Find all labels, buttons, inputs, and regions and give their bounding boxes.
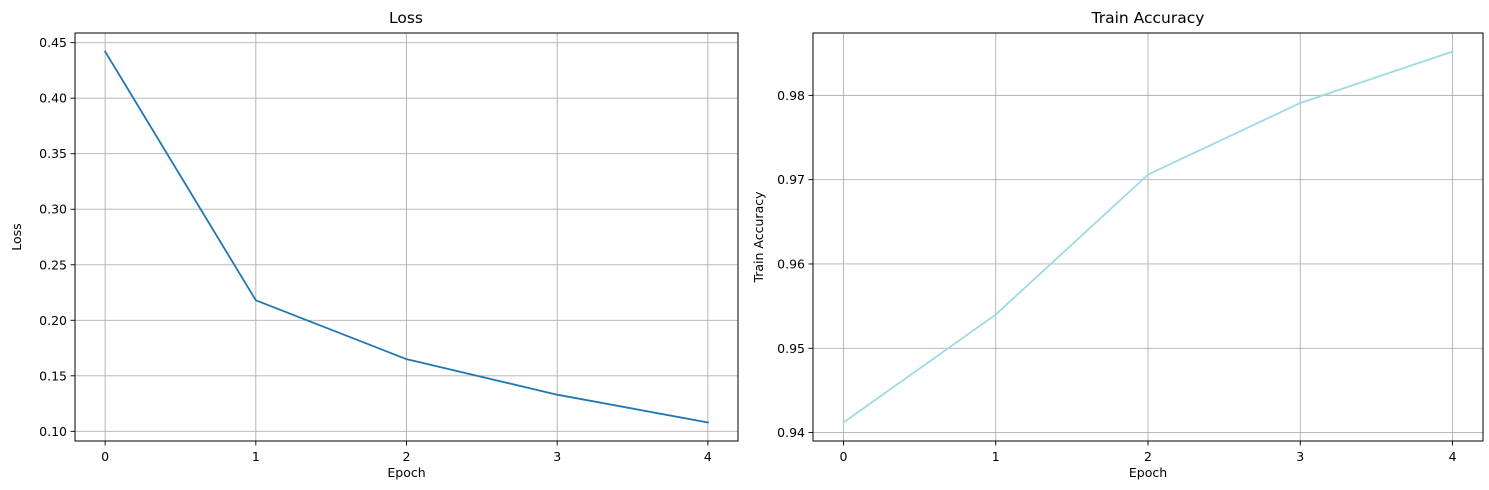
- y-axis-label: Train Accuracy: [751, 191, 766, 284]
- y-tick-label: 0.30: [39, 202, 67, 217]
- x-tick-label: 1: [992, 449, 1000, 464]
- y-tick-label: 0.97: [777, 172, 805, 187]
- x-tick-label: 4: [704, 449, 712, 464]
- chart-title: Loss: [389, 9, 423, 27]
- y-tick-label: 0.95: [777, 341, 805, 356]
- y-tick-label: 0.96: [777, 256, 805, 271]
- y-tick-label: 0.40: [39, 91, 67, 106]
- y-tick-label: 0.35: [39, 146, 67, 161]
- y-tick-label: 0.25: [39, 257, 67, 272]
- y-tick-label: 0.20: [39, 313, 67, 328]
- loss-chart-panel: 0 1 2 3 4 0.10 0.15 0.20 0.25 0.30 0.35 0.40 0.45 Los…: [9, 9, 739, 480]
- y-tick-label: 0.94: [777, 425, 805, 440]
- x-tick-label: 0: [101, 449, 109, 464]
- y-tick-label: 0.45: [39, 35, 67, 50]
- accuracy-series-line: [842, 50, 1454, 424]
- y-tick-label: 0.15: [39, 368, 67, 383]
- axes-frame: [74, 32, 739, 442]
- loss-series-line: [103, 50, 709, 424]
- x-axis-label: Epoch: [1129, 465, 1167, 480]
- x-tick-label: 2: [403, 449, 411, 464]
- x-tick-label: 2: [1144, 449, 1152, 464]
- axes-frame: [812, 32, 1484, 442]
- x-axis-label: Epoch: [387, 465, 425, 480]
- y-axis-label: Loss: [9, 223, 24, 250]
- chart-title: Train Accuracy: [1091, 9, 1205, 27]
- x-tick-label: 3: [1296, 449, 1304, 464]
- y-tick-label: 0.98: [777, 88, 805, 103]
- x-tick-label: 0: [839, 449, 847, 464]
- x-tick-label: 3: [553, 449, 561, 464]
- accuracy-chart-panel: 0 1 2 3 4 0.94 0.95 0.96 0.97 0.98 Train Accuracy E…: [751, 9, 1484, 480]
- x-tick-label: 4: [1449, 449, 1457, 464]
- x-tick-label: 1: [252, 449, 260, 464]
- y-tick-label: 0.10: [39, 424, 67, 439]
